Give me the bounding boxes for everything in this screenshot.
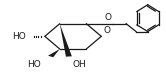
Text: O: O xyxy=(104,26,111,35)
Text: OH: OH xyxy=(72,60,86,69)
Text: HO: HO xyxy=(27,60,41,69)
Text: HO: HO xyxy=(12,32,26,41)
Text: O: O xyxy=(105,13,112,22)
Polygon shape xyxy=(60,24,72,57)
Polygon shape xyxy=(48,49,60,57)
